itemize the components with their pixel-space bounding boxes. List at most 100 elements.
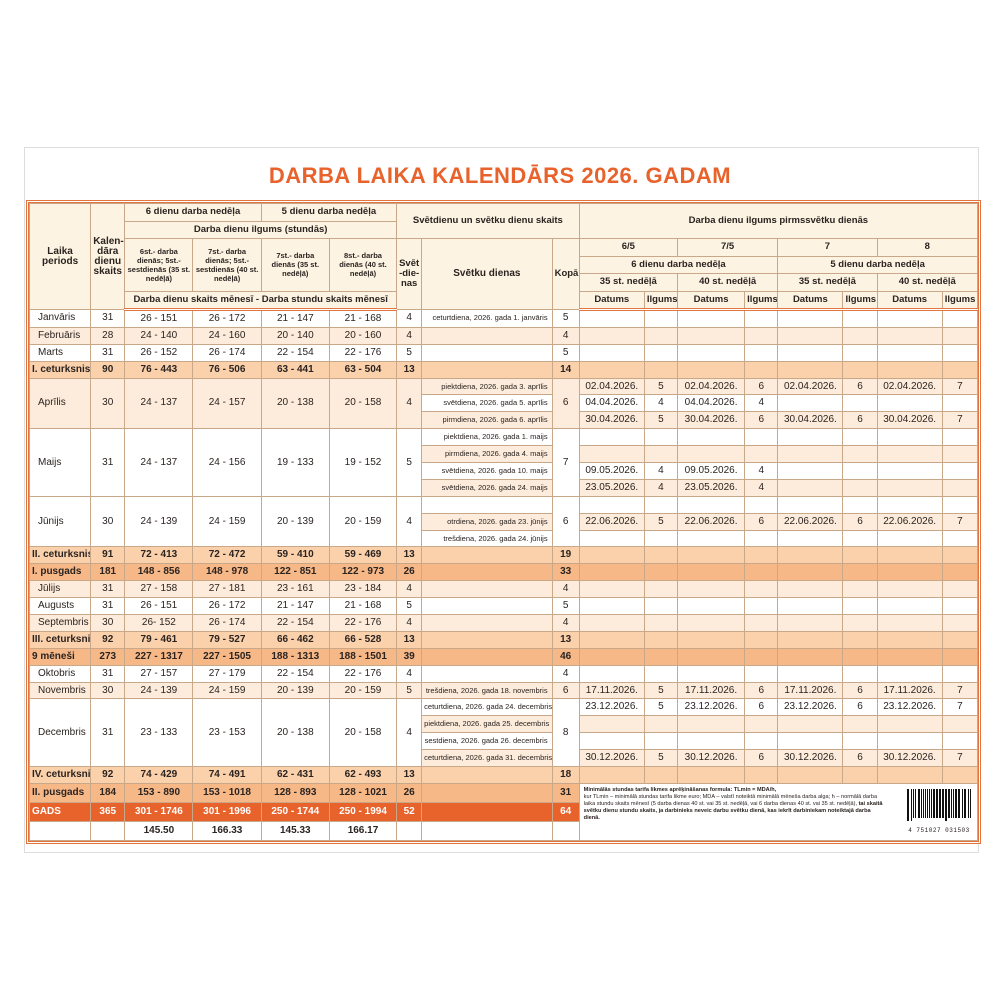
period-cell: II. pusgads: [28, 782, 92, 803]
pre-holiday-date-cell: 02.04.2026.: [578, 377, 645, 396]
hours-40-6day-cell: 26 - 172: [192, 597, 262, 616]
pre-holiday-length-cell: [941, 343, 979, 362]
pre-holiday-length-cell: [842, 360, 878, 379]
sundays-cell: 4: [396, 664, 423, 683]
pre-holiday-length-cell: [744, 647, 779, 666]
pre-holiday-length-cell: [643, 360, 678, 379]
header-col1: 6st.- darba dienās; 5st.-sestdienās (35 …: [124, 238, 194, 292]
table-row: Februāris 28 24 - 140 24 - 160 20 - 140 20 - …: [28, 326, 979, 345]
hours-40-6day-cell: 26 - 174: [192, 614, 262, 632]
pre-holiday-date-cell: [578, 580, 645, 599]
calendar-days-cell: 31: [90, 428, 126, 497]
pre-holiday-date-cell: 23.12.2026.: [876, 698, 943, 717]
pre-holiday-date-cell: 30.12.2026.: [676, 749, 746, 768]
table-row: svētdiena, 2026. gada 5. aprīlis 04.04.20…: [30, 394, 979, 413]
pre-holiday-date-cell: [777, 309, 844, 328]
pre-holiday-date-cell: [777, 546, 844, 565]
pre-holiday-length-cell: [744, 715, 779, 734]
total-cell: 8: [551, 698, 580, 768]
total-cell: [551, 820, 580, 841]
sundays-cell: 4: [396, 309, 423, 328]
pre-holiday-length-cell: [643, 647, 678, 666]
total-cell: 6: [551, 495, 580, 548]
pre-holiday-date-cell: [876, 394, 943, 413]
header-days-hours: Darba dienu skaits mēnesī - Darba stundu…: [124, 290, 398, 311]
hours-35-6day-cell: 148 - 856: [124, 563, 194, 582]
hours-35-5day-cell: 20 - 138: [260, 377, 330, 430]
pre-holiday-date-cell: [876, 478, 943, 497]
header-hours-week: 35 st. nedēļā: [777, 273, 878, 292]
holiday-cell: [421, 495, 553, 514]
calendar-days-cell: 92: [90, 766, 126, 784]
hours-35-5day-cell: 145.33: [260, 820, 330, 841]
pre-holiday-length-cell: [842, 597, 878, 616]
hours-40-5day-cell: 20 - 160: [328, 326, 398, 345]
pre-holiday-date-cell: [777, 647, 844, 666]
hours-35-5day-cell: 128 - 893: [260, 782, 330, 803]
pre-holiday-length-cell: 7: [941, 681, 979, 700]
period-cell: Aprīlis: [28, 377, 92, 430]
hours-40-6day-cell: 24 - 157: [192, 377, 262, 430]
pre-holiday-date-cell: [676, 343, 746, 362]
total-cell: 31: [551, 782, 580, 803]
pre-holiday-date-cell: [578, 309, 645, 328]
header-col3: 7st.- darba dienās (35 st. nedēļā): [260, 238, 330, 292]
header-hours-week: 35 st. nedēļā: [578, 273, 678, 292]
pre-holiday-length-cell: 4: [744, 478, 779, 497]
hours-40-5day-cell: 122 - 973: [328, 563, 398, 582]
pre-holiday-date-cell: [777, 495, 844, 514]
pre-holiday-length-cell: [643, 715, 678, 734]
pre-holiday-length-cell: [842, 529, 878, 548]
hours-35-5day-cell: 22 - 154: [260, 343, 330, 362]
period-cell: Jūlijs: [28, 580, 92, 599]
pre-holiday-length-cell: [941, 309, 979, 328]
pre-holiday-length-cell: 5: [643, 681, 678, 700]
pre-holiday-length-cell: [941, 445, 979, 464]
hours-35-5day-cell: 19 - 133: [260, 428, 330, 497]
holiday-cell: pirmdiena, 2026. gada 4. maijs: [421, 445, 553, 464]
pre-holiday-date-cell: [777, 428, 844, 447]
pre-holiday-length-cell: 6: [744, 512, 779, 531]
hours-40-5day-cell: 250 - 1994: [328, 801, 398, 822]
pre-holiday-date-cell: 09.05.2026.: [676, 462, 746, 480]
hours-40-6day-cell: 227 - 1505: [192, 647, 262, 666]
pre-holiday-length-cell: [842, 343, 878, 362]
holiday-cell: ceturtdiena, 2026. gada 24. decembris: [421, 698, 553, 717]
pre-holiday-date-cell: [777, 715, 844, 734]
hours-40-6day-cell: 26 - 172: [192, 309, 262, 328]
pre-holiday-date-cell: 23.12.2026.: [578, 698, 645, 717]
pre-holiday-date-cell: 23.05.2026.: [676, 478, 746, 497]
sundays-cell: 26: [396, 563, 423, 582]
sundays-cell: 4: [396, 377, 423, 430]
pre-holiday-length-cell: [744, 360, 779, 379]
pre-holiday-length-cell: [744, 580, 779, 599]
pre-holiday-date-cell: [777, 445, 844, 464]
holiday-cell: ceturtdiena, 2026. gada 31. decembris: [421, 749, 553, 768]
pre-holiday-length-cell: [842, 766, 878, 784]
pre-holiday-length-cell: [643, 546, 678, 565]
pre-holiday-length-cell: [842, 580, 878, 599]
hours-40-5day-cell: 20 - 159: [328, 495, 398, 548]
pre-holiday-length-cell: [744, 597, 779, 616]
pre-holiday-date-cell: 30.04.2026.: [777, 411, 844, 430]
total-cell: 6: [551, 681, 580, 700]
pre-holiday-date-cell: [676, 732, 746, 751]
hours-40-5day-cell: 19 - 152: [328, 428, 398, 497]
calendar-days-cell: 91: [90, 546, 126, 565]
hours-40-5day-cell: 166.17: [328, 820, 398, 841]
table-row: Jūnijs 30 24 - 139 24 - 159 20 - 139 20 - 159…: [28, 495, 979, 548]
calendar-days-cell: 92: [90, 630, 126, 649]
pre-holiday-date-cell: 09.05.2026.: [578, 462, 645, 480]
pre-holiday-date-cell: [676, 529, 746, 548]
pre-holiday-date-cell: [876, 766, 943, 784]
period-cell: Februāris: [28, 326, 92, 345]
pre-holiday-length-cell: 7: [941, 512, 979, 531]
header-calendar-days: Kalen-dāra dienu skaits: [90, 203, 126, 310]
pre-holiday-date-cell: [676, 309, 746, 328]
hours-40-6day-cell: 76 - 506: [192, 360, 262, 379]
sundays-cell: 4: [396, 580, 423, 599]
calendar-days-cell: 365: [90, 801, 126, 822]
hours-35-5day-cell: 20 - 138: [260, 698, 330, 768]
pre-holiday-length-cell: [941, 563, 979, 582]
pre-holiday-date-cell: [777, 732, 844, 751]
